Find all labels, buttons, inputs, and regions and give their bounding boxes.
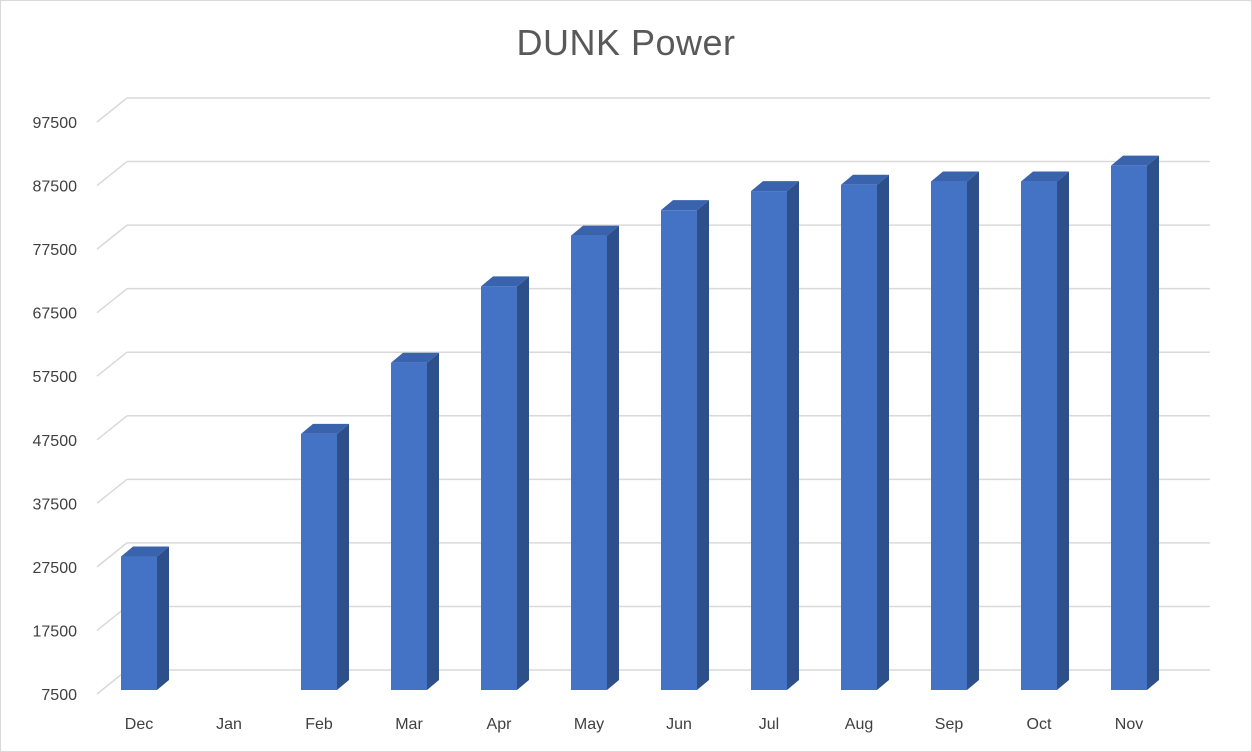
bar-top <box>121 546 169 557</box>
bar <box>121 556 157 690</box>
bar-top <box>1021 171 1069 182</box>
gridline-floor-9 <box>96 97 128 123</box>
bar-top <box>571 225 619 236</box>
x-tick-label: Apr <box>487 716 513 733</box>
bar-side <box>157 546 169 690</box>
bar-side <box>1147 155 1159 690</box>
y-tick-label: 67500 <box>33 306 78 323</box>
bar-side <box>607 225 619 691</box>
x-tick-label: Feb <box>305 716 333 733</box>
bar-top <box>751 181 799 192</box>
gridline-floor-2 <box>96 542 128 568</box>
gridline-floor-8 <box>96 160 128 187</box>
bar <box>481 286 517 690</box>
y-tick-label: 7500 <box>41 687 77 704</box>
x-tick-label: Sep <box>935 716 964 733</box>
x-tick-label: Jun <box>666 716 692 733</box>
bar-top <box>481 276 529 287</box>
bar <box>391 362 427 690</box>
bar-side <box>787 181 799 691</box>
bar-top <box>391 352 439 363</box>
bar-side <box>427 352 439 690</box>
x-tick-label: Dec <box>125 716 153 733</box>
bar <box>1021 181 1057 691</box>
x-tick-label: Jul <box>759 716 779 733</box>
bar <box>841 184 877 690</box>
bar-side <box>1057 171 1069 691</box>
x-tick-label: May <box>574 716 604 733</box>
x-tick-label: Mar <box>395 716 423 733</box>
gridline-floor-5 <box>96 351 128 377</box>
gridline-floor-7 <box>96 224 128 250</box>
bar <box>751 191 787 691</box>
gridline-floor-3 <box>96 478 128 504</box>
x-tick-label: Aug <box>845 716 873 733</box>
x-tick-label: Nov <box>1115 716 1143 733</box>
bar-side <box>697 200 709 690</box>
bar <box>1111 165 1147 690</box>
bar-side <box>967 171 979 691</box>
bar-top <box>931 171 979 182</box>
bar-top <box>1111 155 1159 166</box>
bar-top <box>841 174 889 185</box>
bar-side <box>517 276 529 690</box>
bar-top <box>301 423 349 434</box>
y-tick-label: 47500 <box>33 433 78 450</box>
gridline-floor-4 <box>96 415 128 441</box>
y-tick-label: 17500 <box>33 623 78 640</box>
bar <box>661 210 697 690</box>
y-tick-label: 37500 <box>33 496 78 513</box>
bar <box>571 235 607 691</box>
bar-side <box>337 423 349 690</box>
y-tick-label: 27500 <box>33 560 78 577</box>
chart-title: DUNK Power <box>516 22 736 63</box>
y-tick-label: 77500 <box>33 242 78 259</box>
bar-side <box>877 174 889 690</box>
y-tick-label: 97500 <box>33 115 78 132</box>
y-tick-label: 87500 <box>33 179 78 196</box>
gridline-floor-6 <box>96 288 128 314</box>
y-tick-label: 57500 <box>33 369 78 386</box>
bar <box>301 433 337 690</box>
bar-top <box>661 200 709 211</box>
x-tick-label: Oct <box>1027 716 1052 733</box>
bar <box>931 181 967 691</box>
x-tick-label: Jan <box>216 716 242 733</box>
